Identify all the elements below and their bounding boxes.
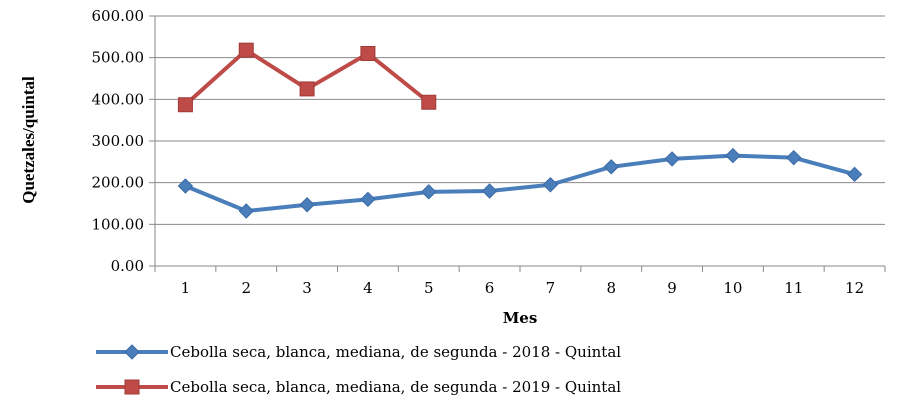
x-tick-label: 6 <box>485 279 495 297</box>
x-tick-label: 4 <box>363 279 373 297</box>
x-tick-label: 3 <box>302 279 312 297</box>
y-tick-label: 100.00 <box>92 215 145 233</box>
data-point <box>846 166 863 183</box>
y-tick-label: 500.00 <box>92 49 145 67</box>
y-tick-label: 600.00 <box>92 7 145 25</box>
legend-item: Cebolla seca, blanca, mediana, de segund… <box>96 343 621 361</box>
legend-label: Cebolla seca, blanca, mediana, de segund… <box>170 343 621 361</box>
x-tick-label: 10 <box>723 279 742 297</box>
y-axis-label: Quetzales/quintal <box>19 76 38 204</box>
series-1 <box>177 147 863 219</box>
x-tick-label: 8 <box>606 279 616 297</box>
x-tick-label: 7 <box>546 279 556 297</box>
series-2 <box>177 42 437 113</box>
x-tick-label: 5 <box>424 279 434 297</box>
gridlines <box>155 15 885 225</box>
y-tick-label: 300.00 <box>92 132 145 150</box>
x-tick-label: 12 <box>845 279 864 297</box>
data-point <box>421 94 437 110</box>
data-point <box>299 81 315 97</box>
data-point <box>542 177 559 193</box>
series-lines <box>177 42 863 219</box>
y-tick-label: 200.00 <box>92 174 145 192</box>
data-point <box>299 197 315 213</box>
data-point <box>360 46 376 61</box>
y-tick-labels: 0.00 100.00 200.00 300.00 400.00 500.00 600.00 <box>92 7 145 275</box>
data-point <box>177 178 194 194</box>
data-point <box>238 42 254 58</box>
data-point <box>603 159 619 175</box>
data-point <box>664 151 680 167</box>
data-point <box>481 183 498 199</box>
data-point <box>786 149 802 166</box>
x-axis-label: Mes <box>503 309 538 327</box>
legend-item: Cebolla seca, blanca, mediana, de segund… <box>96 378 621 396</box>
data-point <box>725 147 741 164</box>
axes <box>149 15 886 272</box>
data-point <box>238 203 254 219</box>
y-tick-label: 400.00 <box>92 90 145 108</box>
legend-marker <box>124 379 140 395</box>
legend: Cebolla seca, blanca, mediana, de segund… <box>96 343 621 396</box>
x-tick-label: 2 <box>241 279 251 297</box>
data-point <box>421 184 437 200</box>
y-tick-label: 0.00 <box>111 257 144 275</box>
data-point <box>177 97 193 113</box>
x-tick-label: 11 <box>784 279 803 297</box>
data-point <box>360 191 376 208</box>
x-tick-label: 9 <box>667 279 677 297</box>
legend-marker <box>124 344 140 360</box>
legend-label: Cebolla seca, blanca, mediana, de segund… <box>170 378 621 396</box>
series-line <box>184 153 856 213</box>
x-tick-label: 1 <box>181 279 191 297</box>
series-line <box>184 48 431 107</box>
x-tick-labels: 1 2 3 4 5 6 7 8 9 10 11 12 <box>181 279 864 297</box>
